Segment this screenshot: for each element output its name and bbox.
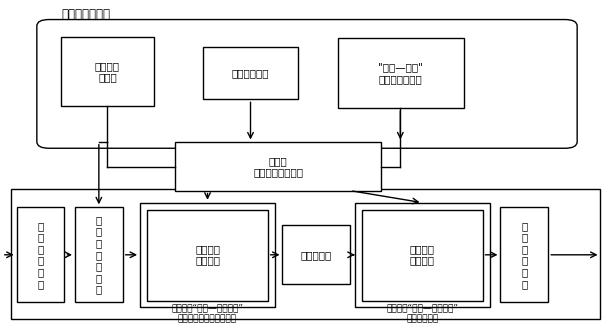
Bar: [75, 207, 123, 303]
Text: 分
组
首
部
解
析
器: 分 组 首 部 解 析 器: [96, 215, 102, 295]
FancyBboxPatch shape: [37, 20, 577, 148]
Bar: [175, 142, 381, 191]
Text: 出口进行“匹配—执行动作”
修改数据分组: 出口进行“匹配—执行动作” 修改数据分组: [386, 304, 459, 323]
Text: 匹配字段
执行动作: 匹配字段 执行动作: [195, 244, 220, 266]
Text: 网元控制程序: 网元控制程序: [231, 68, 270, 78]
Text: 数
据
分
组
发
出: 数 据 分 组 发 出: [521, 221, 527, 289]
Text: 匹配字段
执行动作: 匹配字段 执行动作: [410, 244, 435, 266]
Bar: [17, 207, 64, 303]
Text: 交换机配置信息: 交换机配置信息: [61, 8, 111, 21]
Bar: [500, 207, 548, 303]
Text: "匹配—动作"
信息表配置信息: "匹配—动作" 信息表配置信息: [378, 63, 423, 84]
Bar: [338, 38, 464, 108]
Bar: [147, 210, 268, 302]
Bar: [362, 210, 483, 302]
Text: 运行时
数据分组转发规则: 运行时 数据分组转发规则: [253, 156, 303, 177]
Text: 分组首部
解析图: 分组首部 解析图: [95, 61, 120, 82]
Bar: [282, 226, 350, 284]
Bar: [11, 189, 600, 319]
Text: 入口进行“匹配—执行动作”
修改数据分组、选择出口: 入口进行“匹配—执行动作” 修改数据分组、选择出口: [171, 304, 244, 323]
Bar: [140, 203, 275, 307]
Bar: [355, 203, 490, 307]
Text: 数
据
分
组
进
入: 数 据 分 组 进 入: [37, 221, 44, 289]
Text: 排队、缓存: 排队、缓存: [301, 250, 332, 260]
Bar: [61, 37, 154, 106]
Bar: [203, 47, 298, 99]
